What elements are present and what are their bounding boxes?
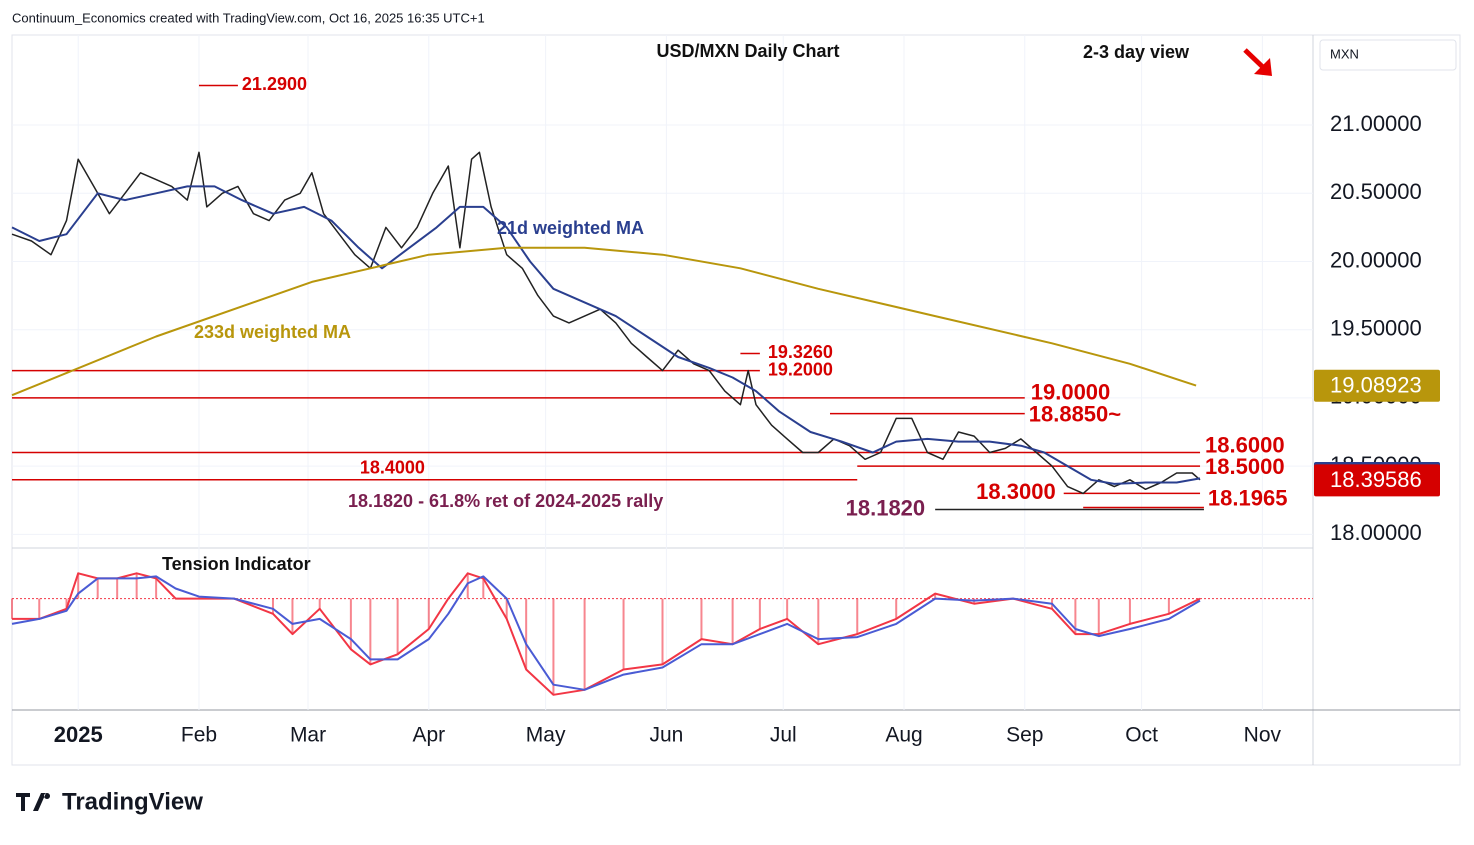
histogram-bar: [482, 578, 485, 599]
histogram-bar: [525, 598, 528, 670]
histogram-bar: [96, 578, 99, 599]
currency-box[interactable]: [1319, 39, 1457, 71]
histogram-bar: [318, 598, 321, 609]
histogram-bar: [1167, 598, 1170, 614]
indicator-line: [11, 575, 1201, 691]
histogram-bar: [427, 598, 430, 629]
level-label: 18.1820: [846, 495, 926, 520]
currency: MXN: [1330, 46, 1359, 61]
histogram-bar: [349, 598, 352, 650]
histogram-bar: [856, 598, 859, 635]
level-label: 18.4000: [360, 458, 425, 478]
y-tick-label: 19.50000: [1330, 316, 1422, 341]
retracement-note: 18.1820 - 61.8% ret of 2024-2025 rally: [348, 491, 663, 511]
histogram-bar: [786, 598, 789, 619]
arrow-icon: [1243, 48, 1272, 76]
y-tick-label: 20.50000: [1330, 179, 1422, 204]
histogram-bar: [65, 598, 68, 609]
brand-logo[interactable]: [16, 793, 51, 811]
x-tick-label: Nov: [1244, 724, 1282, 747]
histogram-bar: [396, 598, 399, 655]
chart-title: USD/MXN Daily Chart: [656, 41, 839, 61]
header: Continuum_Economics created with Trading…: [12, 10, 485, 25]
series-label: 233d weighted MA: [194, 322, 351, 342]
histogram-bar: [731, 598, 734, 645]
chart-subtitle: 2-3 day view: [1083, 42, 1190, 62]
histogram-bar: [369, 598, 372, 665]
level-label: 18.6000: [1205, 432, 1285, 457]
x-tick-label: Feb: [181, 724, 217, 747]
x-tick-label: 2025: [54, 722, 103, 747]
histogram-bar: [895, 598, 898, 619]
level-label: 19.0000: [1031, 380, 1111, 405]
x-tick-label: May: [526, 724, 566, 747]
histogram-bar: [1074, 598, 1077, 635]
level-label: 18.3000: [976, 479, 1056, 504]
x-tick-label: Oct: [1125, 724, 1158, 747]
y-tick-label: 18.00000: [1330, 520, 1422, 545]
ma-line: [11, 246, 1197, 397]
brand[interactable]: TradingView: [62, 788, 203, 815]
x-tick-label: Aug: [885, 724, 922, 747]
price-tag-label: 19.08923: [1330, 373, 1422, 398]
frame: [11, 34, 1461, 766]
price-tag-label: 18.39586: [1330, 467, 1422, 492]
histogram-bar: [661, 598, 664, 665]
histogram-bar: [1097, 598, 1100, 635]
histogram-bar: [11, 598, 13, 619]
price-tag: [1314, 464, 1440, 497]
x-tick-label: Mar: [290, 724, 326, 747]
histogram-bar: [135, 573, 138, 599]
plot: [11, 84, 1313, 696]
x-tick-label: Apr: [412, 724, 445, 747]
ma-line: [11, 185, 1201, 485]
grid: [12, 35, 1313, 710]
level-label: 19.3260: [768, 342, 833, 362]
y-tick-label: 20.00000: [1330, 247, 1422, 272]
histogram-bar: [38, 598, 41, 619]
series-label: 21d weighted MA: [497, 218, 644, 238]
histogram-bar: [934, 593, 937, 599]
level-label: 21.2900: [242, 74, 307, 94]
x-tick-label: Jun: [649, 724, 683, 747]
histogram-bar: [466, 573, 469, 599]
indicator-line: [12, 572, 1201, 696]
level-label: 18.5000: [1205, 454, 1285, 479]
y-tick-label: 21.00000: [1330, 111, 1422, 136]
histogram-bar: [116, 578, 119, 599]
level-label: 18.8850~: [1029, 401, 1122, 426]
histogram-bar: [1128, 598, 1131, 624]
indicator-title: Tension Indicator: [162, 554, 311, 574]
histogram-bar: [552, 598, 555, 695]
histogram-bar: [271, 598, 274, 614]
histogram-bar: [77, 573, 80, 599]
price-tag: [1314, 369, 1440, 402]
x-tick-label: Jul: [770, 724, 797, 747]
histogram-bar: [583, 598, 586, 690]
histogram-bar: [817, 598, 820, 645]
price-line: [11, 151, 1201, 495]
histogram-bar: [758, 598, 761, 629]
histogram-bar: [291, 598, 294, 635]
x-tick-label: Sep: [1006, 724, 1043, 747]
level-label: 19.2000: [768, 359, 833, 379]
histogram-bar: [155, 578, 158, 599]
histogram-bar: [700, 598, 703, 640]
level-label: 18.1965: [1208, 485, 1288, 510]
histogram-bar: [622, 598, 625, 670]
histogram-bar: [505, 598, 508, 619]
